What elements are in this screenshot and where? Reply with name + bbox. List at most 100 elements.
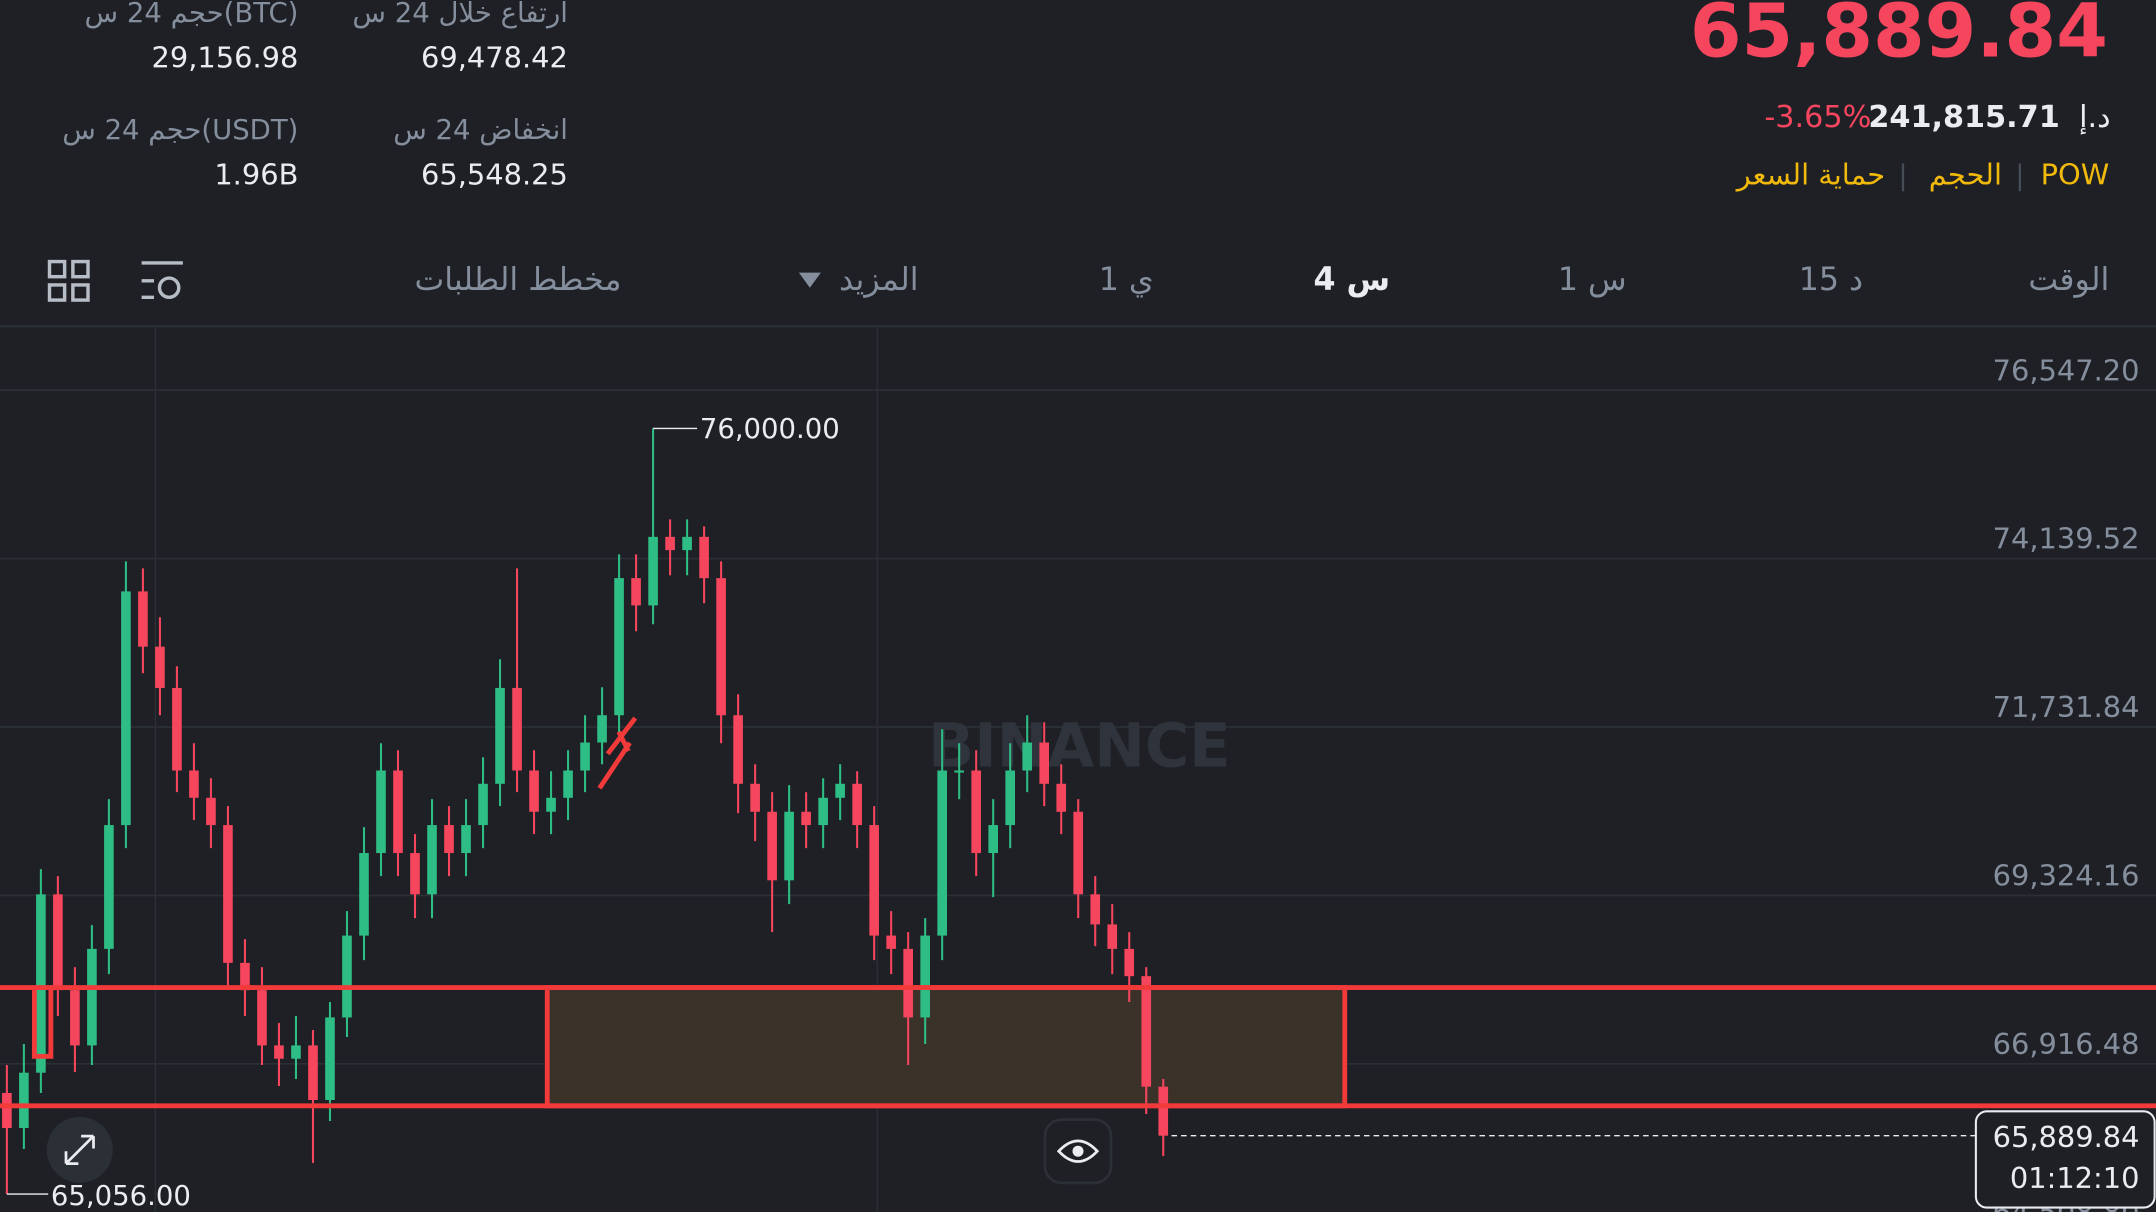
stat-label: ارتفاع خلال 24 س <box>352 0 567 29</box>
tab[interactable]: 15 د <box>1799 262 1863 298</box>
tab[interactable]: 1 ي <box>1099 262 1154 298</box>
candle-body <box>1022 742 1033 771</box>
tab-active[interactable]: 4 س <box>1314 262 1391 298</box>
candle-body <box>1090 894 1101 925</box>
tag[interactable]: POW <box>2041 157 2110 191</box>
candle-body <box>546 797 556 812</box>
candle-body <box>988 825 999 854</box>
candle-body <box>852 783 862 826</box>
candle-body <box>886 935 896 949</box>
watermark: BINANCE <box>928 711 1230 781</box>
candle-body <box>733 715 743 784</box>
candle-body <box>1158 1086 1169 1136</box>
y-tick-label: 71,731.84 <box>1993 690 2140 724</box>
dropdown-arrow <box>798 272 821 288</box>
candle-body <box>240 962 250 991</box>
candle-body <box>2 1092 12 1128</box>
tab[interactable]: مخطط الطلبات <box>414 262 621 298</box>
annotation-zone <box>547 987 1345 1106</box>
countdown: 01:12:10 <box>2010 1161 2140 1195</box>
candle-body <box>461 825 471 854</box>
candle-body <box>920 935 930 1018</box>
candle-body <box>750 783 760 812</box>
candle-body <box>87 948 97 1046</box>
candle-body <box>427 825 437 895</box>
candle-body <box>444 825 454 854</box>
stat-value: 29,156.98 <box>151 40 298 74</box>
fiat-value: 241,815.71 <box>1868 100 2059 135</box>
candle-body <box>1124 948 1135 977</box>
y-tick-label: 76,547.20 <box>1993 353 2140 387</box>
candle-body <box>274 1045 284 1059</box>
chart-settings-icon[interactable] <box>141 261 183 300</box>
candle-body <box>291 1045 301 1059</box>
candle-body <box>359 853 369 936</box>
tab[interactable]: الوقت <box>2028 262 2109 298</box>
candle-body <box>172 687 182 771</box>
candle-body <box>716 578 726 716</box>
candle-body <box>801 811 811 826</box>
tab[interactable]: 1 س <box>1558 262 1627 298</box>
fullscreen-icon <box>64 1134 95 1165</box>
candle-body <box>767 811 777 881</box>
stat-label: حجم 24 س(USDT) <box>62 114 298 146</box>
candle-body <box>903 948 913 1018</box>
candle-body <box>36 894 46 1073</box>
candle-body <box>597 715 607 743</box>
candle-body <box>529 770 539 812</box>
fiat-symbol: د.إ <box>2079 100 2111 135</box>
stat-value: 69,478.42 <box>421 40 568 74</box>
stat-label: حجم 24 س(BTC) <box>85 0 299 29</box>
candle-body <box>563 770 573 798</box>
candle-body <box>325 1017 335 1100</box>
candle-body <box>614 578 624 716</box>
candle-body <box>223 825 233 963</box>
candle-body <box>342 935 352 1018</box>
candle-body <box>155 646 165 688</box>
candle-body <box>631 578 641 606</box>
y-tick-label: 69,324.16 <box>1993 859 2140 893</box>
current-price-label: 65,889.84 <box>1993 1120 2140 1154</box>
candle-body <box>1039 742 1050 784</box>
y-tick-label: 74,139.52 <box>1993 522 2140 556</box>
eye-pupil <box>1072 1145 1084 1157</box>
grid-icon[interactable] <box>47 259 90 302</box>
candle-body <box>257 990 267 1046</box>
low-label: 65,056.00 <box>51 1180 191 1212</box>
candle-body <box>954 770 964 773</box>
candle-body <box>1056 783 1067 812</box>
candle-body <box>1073 811 1084 895</box>
candle-body <box>308 1045 318 1100</box>
candle-body <box>138 591 148 647</box>
stat-label: انخفاض 24 س <box>393 114 568 146</box>
tag[interactable]: حماية السعر <box>1735 157 1885 191</box>
y-tick-label: 66,916.48 <box>1993 1027 2140 1061</box>
candle-body <box>1141 976 1152 1087</box>
candle-body <box>869 825 879 936</box>
candle-body <box>376 770 386 854</box>
separator: | <box>2015 159 2024 191</box>
candle-body <box>206 797 216 826</box>
candle-body <box>478 783 488 826</box>
stat-value: 65,548.25 <box>421 157 568 191</box>
candle-body <box>495 687 505 784</box>
candle-body <box>665 536 675 551</box>
candle-body <box>937 770 947 936</box>
annotation-lines <box>0 716 2156 1109</box>
candle-body <box>70 990 80 1046</box>
candle-body <box>682 536 692 551</box>
candle-body <box>818 797 828 826</box>
tag[interactable]: الحجم <box>1929 157 2002 191</box>
price-box <box>1974 1110 2156 1209</box>
candle-body <box>512 687 522 771</box>
price-change: -3.65% <box>1764 100 1871 135</box>
separator: | <box>1898 159 1907 191</box>
candle-body <box>393 770 403 854</box>
stat-value: 1.96B <box>214 157 298 191</box>
tab[interactable]: المزيد <box>839 262 919 298</box>
candle-body <box>835 783 845 798</box>
candle-body <box>19 1072 29 1128</box>
candle-body <box>104 825 114 949</box>
